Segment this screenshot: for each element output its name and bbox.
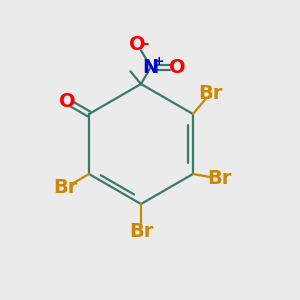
Text: Br: Br [208, 169, 232, 188]
Text: +: + [154, 55, 164, 68]
Text: N: N [142, 58, 159, 76]
Text: O: O [129, 35, 146, 54]
Text: Br: Br [129, 222, 153, 241]
Text: O: O [58, 92, 75, 111]
Text: -: - [142, 36, 148, 51]
Text: O: O [169, 58, 185, 76]
Text: Br: Br [198, 84, 223, 103]
Text: Br: Br [53, 178, 78, 197]
